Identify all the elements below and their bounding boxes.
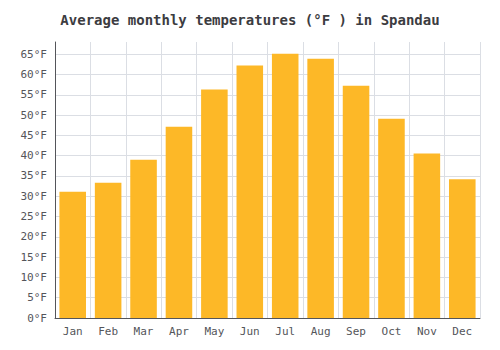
svg-text:30°F: 30°F (21, 190, 48, 203)
svg-text:40°F: 40°F (21, 149, 48, 162)
svg-text:Mar: Mar (134, 325, 154, 338)
svg-text:May: May (204, 325, 224, 338)
svg-text:Jan: Jan (63, 325, 83, 338)
svg-text:60°F: 60°F (21, 68, 48, 81)
svg-text:25°F: 25°F (21, 210, 48, 223)
svg-text:Sep: Sep (346, 325, 366, 338)
svg-text:10°F: 10°F (21, 271, 48, 284)
svg-text:Feb: Feb (98, 325, 118, 338)
svg-text:55°F: 55°F (21, 88, 48, 101)
svg-text:5°F: 5°F (27, 291, 47, 304)
svg-text:Oct: Oct (382, 325, 402, 338)
svg-text:Jun: Jun (240, 325, 260, 338)
svg-text:Apr: Apr (169, 325, 189, 338)
svg-text:15°F: 15°F (21, 251, 48, 264)
svg-text:Dec: Dec (452, 325, 472, 338)
svg-text:Average monthly temperatures (: Average monthly temperatures (°F ) in Sp… (60, 12, 439, 28)
svg-text:35°F: 35°F (21, 169, 48, 182)
svg-text:20°F: 20°F (21, 230, 48, 243)
svg-text:Nov: Nov (417, 325, 437, 338)
svg-text:45°F: 45°F (21, 129, 48, 142)
svg-text:65°F: 65°F (21, 48, 48, 61)
svg-text:Jul: Jul (275, 325, 295, 338)
svg-text:50°F: 50°F (21, 109, 48, 122)
svg-text:0°F: 0°F (27, 312, 47, 325)
svg-text:Aug: Aug (311, 325, 331, 338)
